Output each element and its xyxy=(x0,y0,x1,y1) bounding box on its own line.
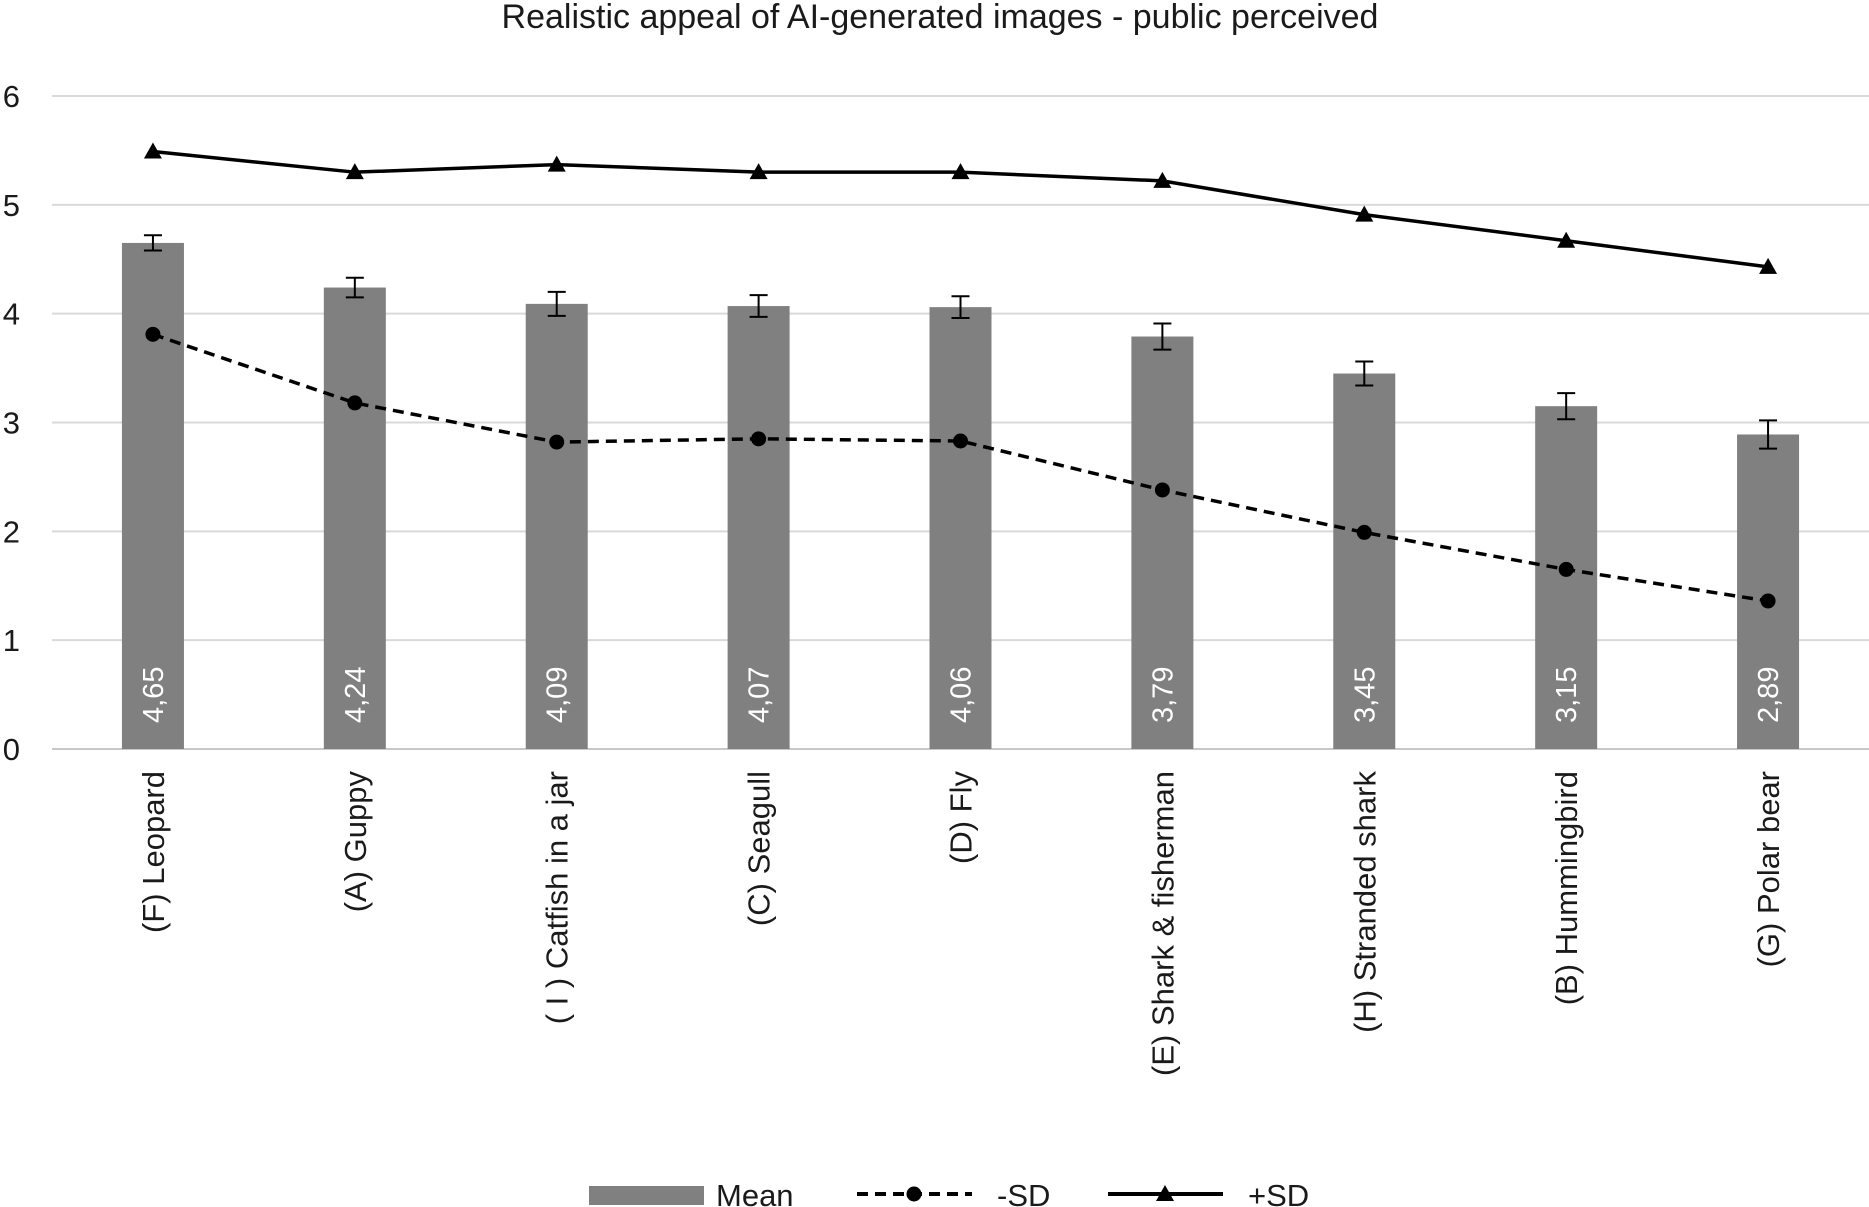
bar xyxy=(1535,406,1598,749)
x-tick-label: ( I ) Catfish in a jar xyxy=(540,771,575,1024)
plus-sd-point xyxy=(1355,205,1374,222)
legend-mean-label: Mean xyxy=(716,1178,794,1207)
y-tick-label: 2 xyxy=(3,514,20,549)
bar xyxy=(1737,434,1800,749)
minus-sd-point xyxy=(751,431,767,447)
bar xyxy=(323,287,386,749)
minus-sd-point xyxy=(549,434,565,450)
legend-plus-sd-marker xyxy=(1156,1185,1174,1201)
data-label: 2,89 xyxy=(1753,667,1785,723)
legend: Mean -SD +SD xyxy=(589,1178,1309,1207)
data-label: 4,07 xyxy=(744,667,776,723)
x-tick-label: (C) Seagull xyxy=(742,771,777,926)
y-tick-label: 5 xyxy=(3,188,20,223)
minus-sd-point xyxy=(1558,561,1574,577)
x-tick-label: (H) Stranded shark xyxy=(1347,771,1382,1033)
x-tick-label: (B) Hummingbird xyxy=(1549,771,1584,1005)
chart-title: Realistic appeal of AI-generated images … xyxy=(502,0,1379,36)
minus-sd-point xyxy=(145,326,161,342)
legend-plus-sd-label: +SD xyxy=(1248,1178,1309,1207)
y-axis: 0 1 2 3 4 5 6 xyxy=(3,79,20,767)
data-label: 4,06 xyxy=(946,667,978,723)
minus-sd-point xyxy=(1154,482,1170,498)
data-label: 3,79 xyxy=(1147,667,1179,723)
y-tick-label: 0 xyxy=(3,732,20,767)
data-label: 3,15 xyxy=(1551,667,1583,723)
legend-minus-sd-label: -SD xyxy=(997,1178,1050,1207)
x-tick-label: (A) Guppy xyxy=(338,771,373,913)
x-tick-label: (G) Polar bear xyxy=(1751,771,1786,967)
plus-sd-point xyxy=(1759,257,1778,274)
y-tick-label: 4 xyxy=(3,297,20,332)
bar xyxy=(727,306,790,749)
error-bars xyxy=(143,234,1778,450)
sd-lines xyxy=(143,142,1778,609)
minus-sd-point xyxy=(953,433,968,449)
data-label: 4,09 xyxy=(542,667,574,723)
x-tick-label: (E) Shark & fisherman xyxy=(1145,771,1180,1076)
bar xyxy=(1333,373,1396,749)
y-tick-label: 1 xyxy=(3,623,20,658)
plus-sd-point xyxy=(1153,171,1172,188)
data-labels: 4,65 4,24 4,09 4,07 4,06 3,79 3,45 3,15 2,89 xyxy=(138,667,1785,723)
plus-sd-point xyxy=(1557,231,1576,248)
mean-bars xyxy=(121,242,1800,750)
minus-sd-line xyxy=(152,332,1769,603)
y-tick-label: 3 xyxy=(3,406,20,441)
x-axis: (F) Leopard (A) Guppy ( I ) Catfish in a j… xyxy=(136,771,1786,1076)
plus-sd-point xyxy=(143,142,162,159)
bar xyxy=(525,303,588,749)
data-label: 4,65 xyxy=(138,667,170,723)
legend-minus-sd-marker xyxy=(906,1186,922,1202)
data-label: 4,24 xyxy=(340,667,372,723)
y-tick-label: 6 xyxy=(3,79,20,114)
data-label: 3,45 xyxy=(1349,667,1381,723)
minus-sd-point xyxy=(1356,524,1372,540)
plus-sd-point xyxy=(749,163,768,180)
bar xyxy=(1131,336,1194,749)
plus-sd-point xyxy=(547,155,566,172)
x-tick-label: (D) Fly xyxy=(944,771,979,864)
minus-sd-point xyxy=(347,395,363,411)
legend-mean-swatch xyxy=(589,1186,704,1205)
minus-sd-point xyxy=(1760,593,1776,609)
plus-sd-point xyxy=(951,163,970,180)
bar xyxy=(929,307,992,749)
x-tick-label: (F) Leopard xyxy=(136,771,171,933)
plus-sd-point xyxy=(345,163,364,180)
